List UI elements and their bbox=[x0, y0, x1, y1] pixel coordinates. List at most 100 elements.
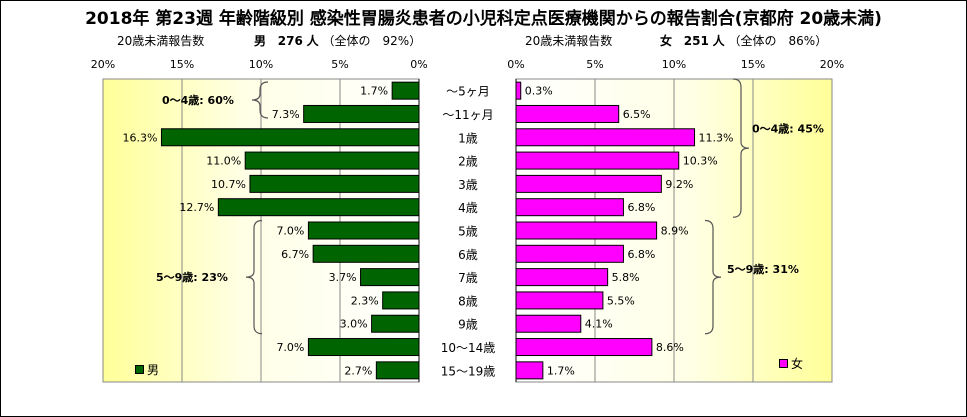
female-5-9-brace bbox=[704, 219, 722, 335]
female-0-4-brace bbox=[732, 78, 750, 218]
male-5-9-annotation: 5〜9歳: 23% bbox=[156, 270, 228, 284]
chart-title: 2018年 第23週 年齢階級別 感染性胃腸炎患者の小児科定点医療機関からの報告… bbox=[85, 9, 882, 29]
female-bar bbox=[515, 198, 624, 217]
male-bar bbox=[303, 104, 420, 123]
female-tick-label: 10% bbox=[662, 58, 686, 71]
male-data-label: 11.0% bbox=[206, 155, 241, 168]
female-bar bbox=[515, 291, 604, 310]
female-bar bbox=[515, 361, 544, 380]
male-data-label: 6.7% bbox=[281, 248, 309, 261]
male-data-label: 10.7% bbox=[211, 178, 246, 191]
female-share: （全体の 86%） bbox=[728, 34, 828, 48]
female-data-label: 6.8% bbox=[627, 201, 655, 214]
category-label: 5歳 bbox=[458, 225, 478, 239]
male-data-label: 7.0% bbox=[276, 225, 304, 238]
male-bar bbox=[312, 244, 420, 263]
male-0-4-annotation: 0〜4歳: 60% bbox=[162, 93, 234, 107]
female-count: 251 bbox=[683, 34, 709, 48]
category-label: 2歳 bbox=[458, 155, 478, 169]
male-data-label: 1.7% bbox=[360, 85, 388, 98]
female-header: 20歳未満報告数 女 251 人 （全体の 86%） bbox=[525, 32, 827, 49]
male-bar bbox=[307, 221, 420, 240]
male-data-label: 2.7% bbox=[344, 364, 372, 377]
category-label: 9歳 bbox=[458, 318, 478, 332]
female-legend: 女 bbox=[779, 355, 803, 372]
female-data-label: 6.8% bbox=[627, 248, 655, 261]
category-label: 7歳 bbox=[458, 271, 478, 285]
female-legend-label: 女 bbox=[791, 357, 804, 371]
male-share: （全体の 92%） bbox=[322, 34, 422, 48]
male-unit: 人 bbox=[306, 34, 319, 48]
female-bar bbox=[515, 81, 522, 100]
male-bar bbox=[382, 291, 420, 310]
category-label: 8歳 bbox=[458, 294, 478, 308]
female-bar bbox=[515, 314, 582, 333]
female-bar bbox=[515, 268, 609, 287]
male-tick-label: 20% bbox=[91, 58, 115, 71]
male-bar bbox=[371, 314, 420, 333]
category-label: 15〜19歳 bbox=[441, 364, 496, 378]
female-tick-label: 0% bbox=[507, 58, 524, 71]
female-bar bbox=[515, 128, 696, 147]
male-data-label: 7.0% bbox=[276, 341, 304, 354]
male-reports-label: 20歳未満報告数 bbox=[117, 34, 205, 48]
category-label: 3歳 bbox=[458, 178, 478, 192]
female-data-label: 9.2% bbox=[665, 178, 693, 191]
female-data-label: 0.3% bbox=[525, 85, 553, 98]
female-legend-swatch bbox=[779, 359, 788, 368]
male-bar bbox=[160, 128, 420, 147]
female-sex-label: 女 bbox=[659, 34, 672, 48]
male-data-label: 7.3% bbox=[272, 108, 300, 121]
female-tick-label: 5% bbox=[586, 58, 603, 71]
female-bar bbox=[515, 244, 624, 263]
category-label: 〜11ヶ月 bbox=[442, 108, 493, 122]
male-bar bbox=[375, 361, 420, 380]
male-bar bbox=[391, 81, 420, 100]
female-bar bbox=[515, 338, 653, 357]
female-data-label: 8.6% bbox=[656, 341, 684, 354]
male-data-label: 16.3% bbox=[123, 131, 158, 144]
female-tick-label: 15% bbox=[741, 58, 765, 71]
female-data-label: 8.9% bbox=[661, 225, 689, 238]
category-label: 10〜14歳 bbox=[441, 341, 496, 355]
male-data-label: 3.0% bbox=[340, 318, 368, 331]
male-bar bbox=[217, 198, 420, 217]
male-header: 20歳未満報告数 男 276 人 （全体の 92%） bbox=[117, 32, 421, 49]
female-data-label: 11.3% bbox=[699, 131, 734, 144]
female-data-label: 4.1% bbox=[585, 318, 613, 331]
female-5-9-annotation: 5〜9歳: 31% bbox=[727, 262, 799, 276]
male-count: 276 bbox=[277, 34, 303, 48]
female-data-label: 10.3% bbox=[683, 155, 718, 168]
female-data-label: 5.8% bbox=[612, 271, 640, 284]
female-bar bbox=[515, 174, 662, 193]
male-5-9-brace bbox=[245, 219, 263, 335]
female-tick-label: 20% bbox=[820, 58, 844, 71]
female-unit: 人 bbox=[712, 34, 725, 48]
female-data-label: 6.5% bbox=[623, 108, 651, 121]
category-label: 〜5ヶ月 bbox=[446, 85, 490, 99]
male-data-label: 2.3% bbox=[351, 294, 379, 307]
category-label: 4歳 bbox=[458, 201, 478, 215]
male-tick-label: 15% bbox=[170, 58, 194, 71]
female-reports-label: 20歳未満報告数 bbox=[525, 34, 613, 48]
male-bar bbox=[360, 268, 420, 287]
category-label: 6歳 bbox=[458, 248, 478, 262]
female-bar bbox=[515, 104, 620, 123]
female-bar bbox=[515, 221, 658, 240]
male-bar bbox=[244, 151, 420, 170]
female-data-label: 5.5% bbox=[607, 294, 635, 307]
category-label: 1歳 bbox=[458, 131, 478, 145]
female-bar bbox=[515, 151, 680, 170]
male-0-4-brace bbox=[251, 81, 269, 119]
male-bar bbox=[249, 174, 420, 193]
female-0-4-annotation: 0〜4歳: 45% bbox=[752, 121, 824, 135]
male-data-label: 12.7% bbox=[179, 201, 214, 214]
male-bar bbox=[307, 338, 420, 357]
male-legend: 男 bbox=[135, 361, 159, 378]
male-tick-label: 10% bbox=[249, 58, 273, 71]
male-data-label: 3.7% bbox=[329, 271, 357, 284]
male-tick-label: 0% bbox=[410, 58, 427, 71]
female-data-label: 1.7% bbox=[547, 364, 575, 377]
male-tick-label: 5% bbox=[331, 58, 348, 71]
